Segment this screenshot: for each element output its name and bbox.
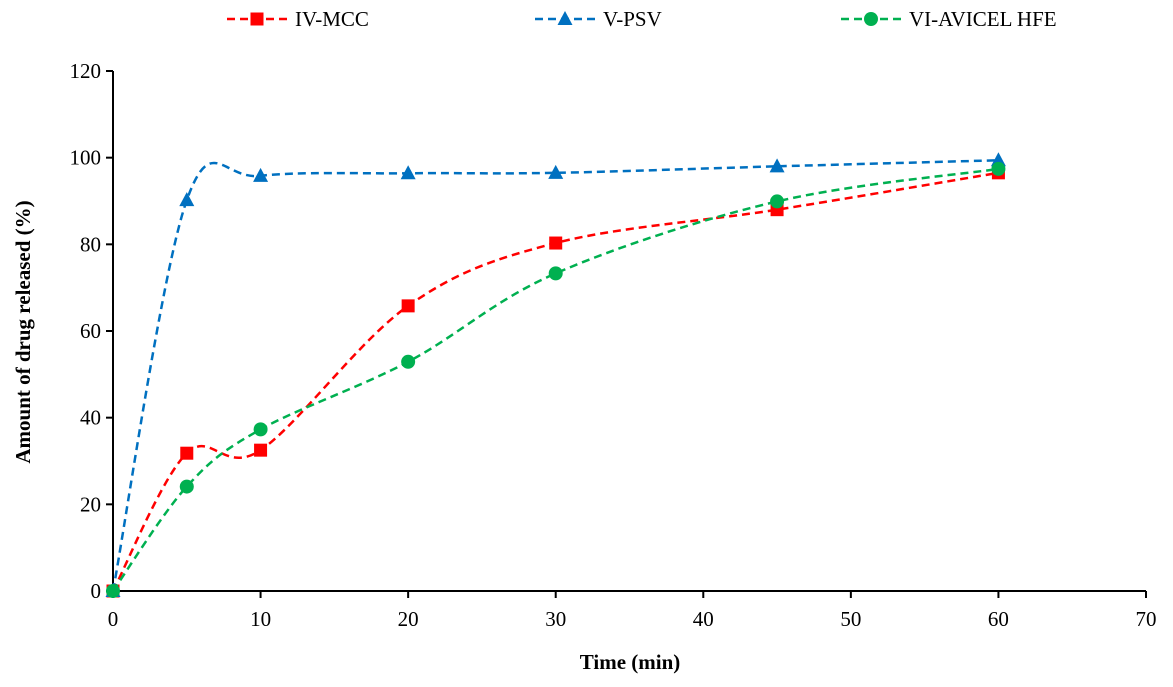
x-axis-title: Time (min) [580, 650, 681, 674]
y-axis-title: Amount of drug released (%) [11, 200, 35, 463]
x-tick-label: 50 [840, 607, 861, 631]
y-tick-label: 60 [80, 319, 101, 343]
axes: 0 20 40 60 80 100 120 0 10 20 30 40 50 60 70 [70, 59, 1157, 631]
x-tick-label: 10 [250, 607, 271, 631]
y-tick-label: 40 [80, 406, 101, 430]
series-line [111, 171, 999, 592]
data-point [179, 479, 194, 494]
data-point [990, 152, 1006, 167]
data-point [254, 443, 268, 457]
series-layer [105, 152, 1006, 598]
data-point [769, 158, 785, 173]
legend-marker [557, 11, 573, 25]
data-point [548, 266, 563, 281]
data-point [179, 192, 195, 207]
legend-label: IV-MCC [295, 7, 369, 31]
legend-marker [864, 12, 878, 26]
data-point [106, 584, 120, 598]
series-line [111, 167, 999, 592]
data-point [991, 161, 1006, 176]
y-tick-label: 0 [91, 579, 102, 603]
legend-marker [250, 12, 264, 26]
y-tick-label: 100 [70, 146, 102, 170]
x-tick-label: 70 [1136, 607, 1157, 631]
legend-item: IV-MCC [227, 7, 369, 31]
data-point [253, 167, 269, 182]
data-point [180, 446, 194, 460]
y-tick-label: 80 [80, 232, 101, 256]
y-tick-label: 20 [80, 492, 101, 516]
legend: IV-MCC V-PSV VI-AVICEL HFE [227, 7, 1057, 31]
x-tick-label: 20 [398, 607, 419, 631]
legend-label: VI-AVICEL HFE [909, 7, 1057, 31]
data-point [401, 299, 415, 313]
series-line [111, 159, 999, 592]
x-tick-label: 40 [693, 607, 714, 631]
x-tick-label: 60 [988, 607, 1009, 631]
x-tick-label: 30 [545, 607, 566, 631]
data-point [401, 354, 416, 369]
series-iv-mcc [106, 166, 1005, 598]
data-point [253, 422, 268, 437]
legend-item: V-PSV [535, 7, 662, 31]
series-v-psv [105, 152, 1006, 597]
legend-item: VI-AVICEL HFE [841, 7, 1057, 31]
data-point [549, 236, 563, 250]
y-tick-label: 120 [70, 59, 102, 83]
legend-label: V-PSV [603, 7, 662, 31]
series-vi-avicel-hfe [106, 161, 1006, 598]
data-point [770, 194, 785, 209]
data-point [400, 165, 416, 180]
data-point [548, 164, 564, 179]
x-tick-label: 0 [108, 607, 119, 631]
